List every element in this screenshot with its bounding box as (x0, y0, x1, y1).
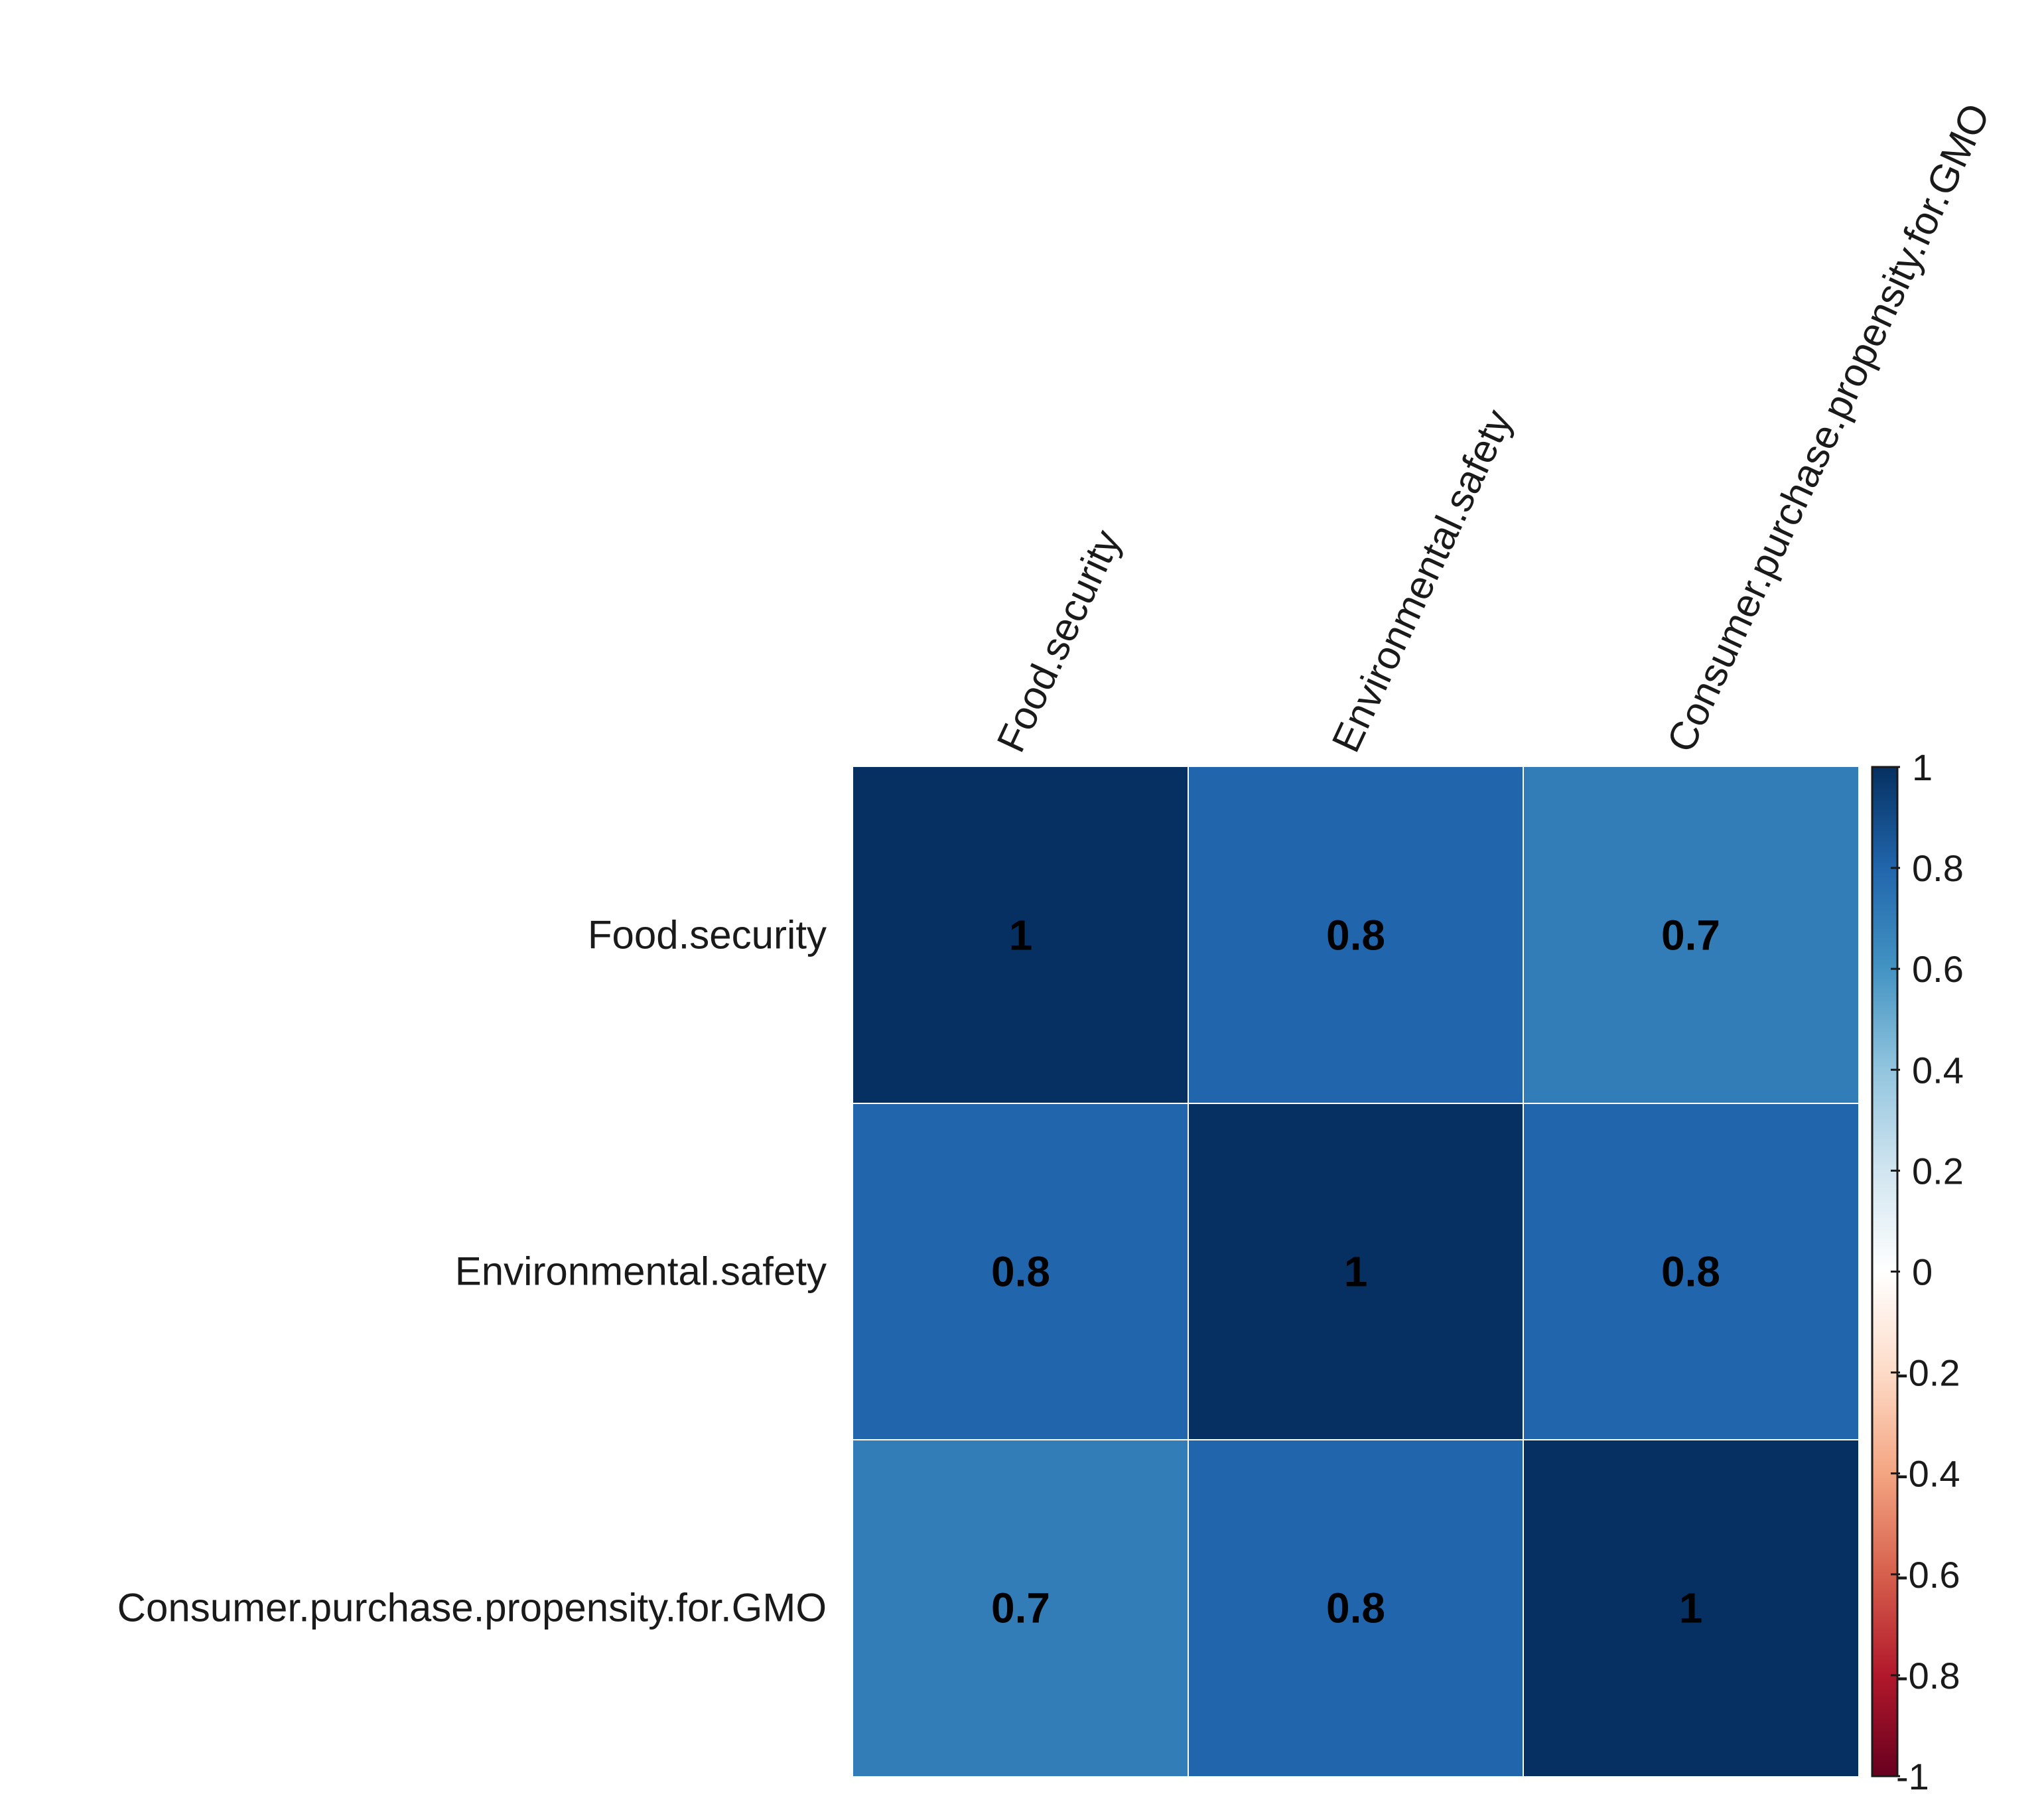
heatmap-cell-0-0 (853, 767, 1188, 1103)
row-label: Environmental.safety (455, 1249, 827, 1294)
cell-value-label: 1 (1009, 912, 1033, 959)
colorbar-tick-label: -1 (1896, 1756, 1929, 1797)
cell-value-label: 0.7 (1661, 912, 1720, 959)
heatmap-cell-0-2 (1523, 767, 1858, 1103)
heatmap-cell-1-0 (853, 1103, 1188, 1440)
row-label: Consumer.purchase.propensity.for.GMO (117, 1586, 827, 1630)
colorbar-tick-label: 1 (1912, 746, 1933, 788)
column-label: Food.security (988, 523, 1130, 759)
cell-value-label: 0.8 (1326, 912, 1385, 959)
cell-value-label: 1 (1344, 1248, 1368, 1296)
heatmap-cell-2-1 (1188, 1440, 1523, 1776)
heatmap-cell-2-0 (853, 1440, 1188, 1776)
colorbar-tick-label: 0.4 (1912, 1049, 1964, 1091)
cell-value-label: 0.7 (991, 1584, 1050, 1632)
column-label: Consumer.purchase.propensity.for.GMO (1659, 97, 1999, 758)
colorbar-tick-label: -0.8 (1896, 1655, 1960, 1697)
cell-value-label: 0.8 (1326, 1584, 1385, 1632)
cell-value-label: 1 (1679, 1584, 1703, 1632)
colorbar-tick-label: -0.6 (1896, 1554, 1960, 1596)
cell-value-label: 0.8 (991, 1248, 1050, 1296)
heatmap-cell-0-1 (1188, 767, 1523, 1103)
colorbar-tick-label: 0 (1912, 1251, 1933, 1293)
cell-value-label: 0.8 (1661, 1248, 1720, 1296)
heatmap-cell-1-1 (1188, 1103, 1523, 1440)
colorbar-tick-label: 0.2 (1912, 1150, 1964, 1192)
colorbar-tick-label: -0.2 (1896, 1352, 1960, 1394)
column-label: Environmental.safety (1324, 403, 1521, 758)
colorbar-tick-label: 0.6 (1912, 948, 1964, 990)
colorbar-tick-label: -0.4 (1896, 1453, 1960, 1495)
colorbar-tick-label: 0.8 (1912, 847, 1964, 889)
heatmap-cell-2-2 (1523, 1440, 1858, 1776)
heatmap-cell-1-2 (1523, 1103, 1858, 1440)
row-label: Food.security (588, 913, 827, 957)
